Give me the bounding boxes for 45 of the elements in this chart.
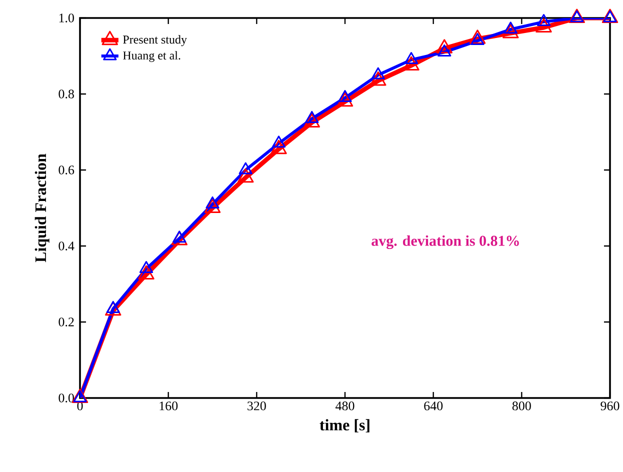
point	[536, 14, 551, 26]
point	[238, 168, 254, 183]
point	[371, 67, 385, 80]
y-axis-title: Liquid Fraction	[34, 154, 50, 262]
x-tick-label: 160	[160, 402, 178, 410]
legend-label: Huang et al.	[123, 51, 180, 62]
point	[304, 113, 320, 128]
x-tick-label: 800	[512, 402, 531, 410]
point	[470, 33, 484, 46]
point	[172, 230, 186, 243]
point	[336, 92, 354, 107]
y-tick-label: 0.8	[58, 90, 74, 98]
point	[404, 52, 418, 64]
x-tick-label: 960	[600, 402, 620, 410]
point	[171, 231, 188, 246]
point	[536, 18, 552, 32]
point	[238, 162, 252, 174]
y-tick-label: 0.2	[58, 318, 74, 326]
x-tick-label: 320	[248, 402, 266, 410]
x-tick-label: 640	[424, 402, 443, 410]
y-tick-label: 0.4	[58, 242, 74, 250]
annotation: avg. deviation is 0.81%	[372, 235, 519, 250]
point	[139, 261, 154, 274]
point	[272, 136, 286, 148]
point	[438, 44, 452, 56]
point	[370, 71, 386, 86]
point	[106, 300, 120, 313]
y-tick-label: 0.6	[58, 166, 74, 174]
y-tick-label: 1.0	[59, 14, 74, 22]
point	[270, 140, 287, 154]
point	[436, 39, 452, 54]
point	[338, 90, 352, 102]
point	[105, 301, 122, 316]
legend-label: Present study	[123, 35, 187, 46]
x-tick-label: 480	[336, 402, 354, 410]
point	[403, 56, 420, 70]
point	[138, 265, 154, 280]
point	[305, 110, 319, 123]
x-axis-title: time [s]	[320, 419, 370, 432]
point	[469, 30, 486, 44]
point	[206, 196, 220, 208]
point	[504, 22, 518, 34]
y-tick-label: 0.0	[58, 394, 74, 402]
point	[204, 198, 221, 213]
point	[502, 24, 519, 38]
